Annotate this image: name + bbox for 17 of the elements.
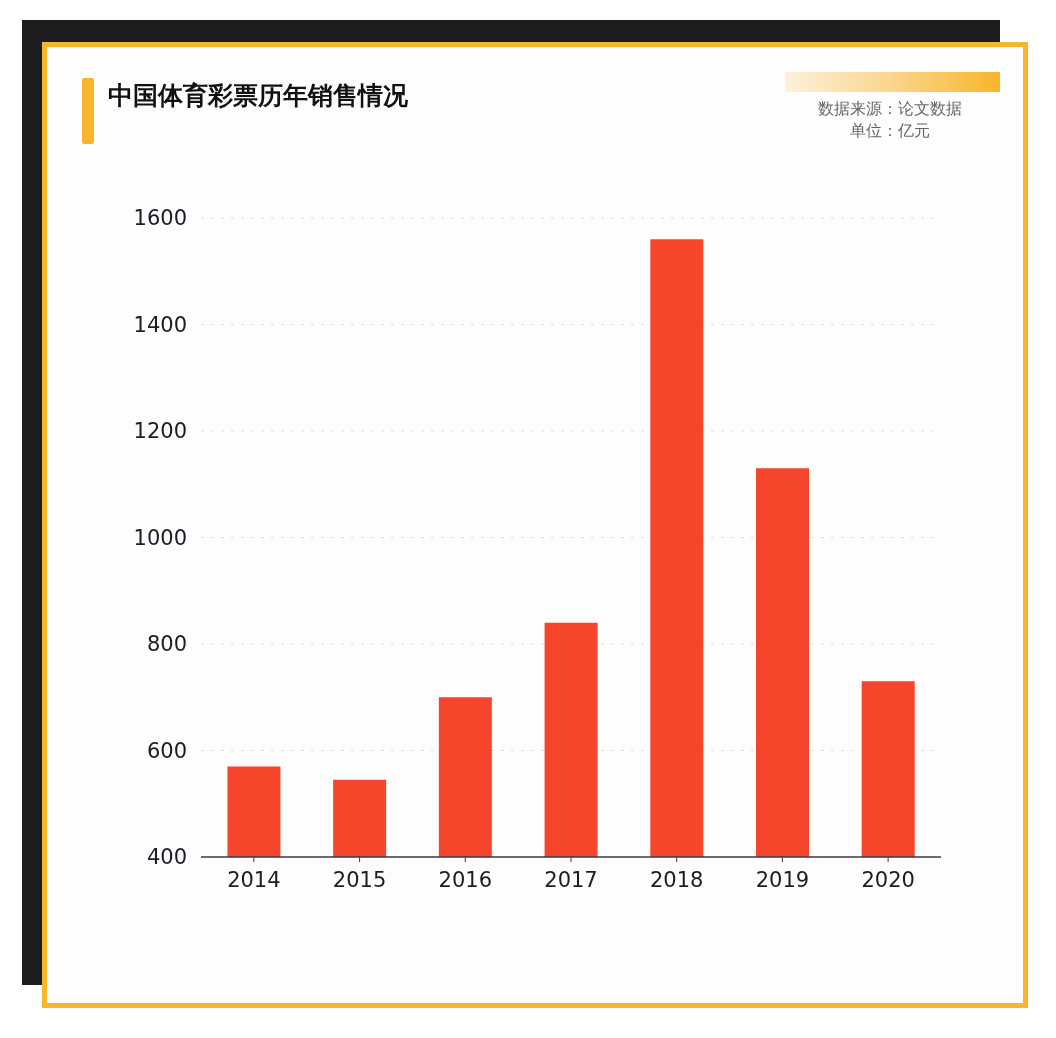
text: 单位：亿元 xyxy=(850,121,930,140)
x-tick-label: 2019 xyxy=(755,867,810,892)
y-tick-label: 400 xyxy=(146,845,187,870)
x-tick-label: 2020 xyxy=(861,867,915,892)
y-tick-label: 1600 xyxy=(133,206,187,231)
source-note: 数据来源：论文数据 xyxy=(818,99,962,118)
y-tick-label: 1200 xyxy=(133,419,187,444)
chart-title: 中国体育彩票历年销售情况 xyxy=(108,81,408,110)
x-tick-label: 2014 xyxy=(227,867,281,892)
x-tick-label: 2015 xyxy=(332,867,387,892)
y-tick-label: 1000 xyxy=(133,525,187,550)
x-tick-label: 2016 xyxy=(438,867,493,892)
y-tick-label: 800 xyxy=(146,632,187,657)
y-tick-label: 1400 xyxy=(133,312,187,337)
y-tick-label: 600 xyxy=(146,738,187,763)
x-tick-label: 2017 xyxy=(544,867,598,892)
x-tick-label: 2018 xyxy=(649,867,704,892)
